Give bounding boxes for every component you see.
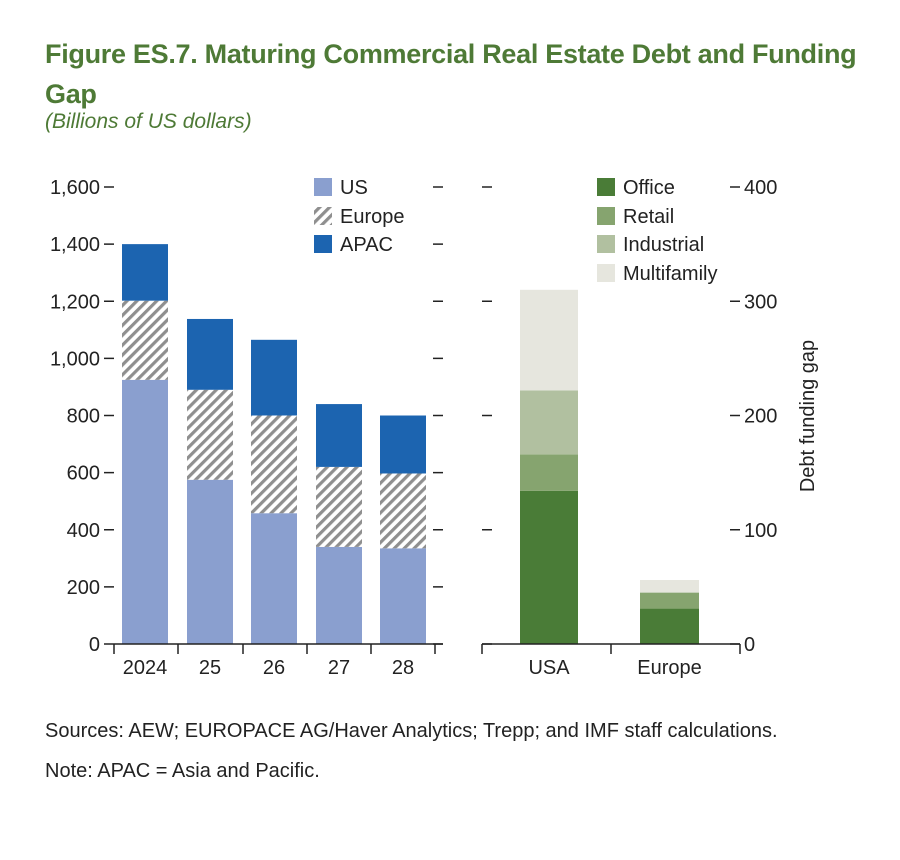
right-y-tick-label: 200: [744, 406, 777, 428]
left-x-tick-label: 28: [392, 657, 414, 679]
legend-label-multifamily: Multifamily: [623, 263, 717, 285]
legend-label-us: US: [340, 177, 368, 199]
bar-us-27: [316, 546, 362, 644]
bar-europe-25: [187, 389, 233, 480]
legend-swatch-europe: [314, 207, 332, 225]
bar-europe-2024: [122, 300, 168, 380]
legend-label-industrial: Industrial: [623, 234, 704, 256]
bar-us-26: [251, 513, 297, 644]
left-y-tick-label: 1,600: [50, 177, 100, 199]
bar-us-2024: [122, 379, 168, 644]
chart-subtitle: (Billions of US dollars): [45, 110, 252, 133]
sources-note: Sources: AEW; EUROPACE AG/Haver Analytic…: [45, 720, 778, 742]
bar-apac-27: [316, 404, 362, 467]
left-y-tick-label: 1,400: [50, 234, 100, 256]
bar-office-usa: [520, 490, 578, 644]
bar-apac-26: [251, 339, 297, 416]
chart-title: Figure ES.7. Maturing Commercial Real Es…: [45, 39, 857, 109]
left-y-tick-label: 400: [67, 520, 100, 542]
abbreviation-note: Note: APAC = Asia and Pacific.: [45, 760, 320, 782]
right-y-tick-label: 400: [744, 177, 777, 199]
bar-us-28: [380, 548, 426, 644]
bar-multifamily-europe: [640, 580, 699, 593]
left-x-tick-label: 25: [199, 657, 221, 679]
legend-label-europe: Europe: [340, 206, 405, 228]
left-y-tick-label: 200: [67, 577, 100, 599]
legend-label-office: Office: [623, 177, 675, 199]
left-x-tick-label: 26: [263, 657, 285, 679]
right-x-tick-label: Europe: [637, 657, 702, 679]
right-y-tick-label: 300: [744, 291, 777, 313]
left-y-tick-label: 0: [89, 634, 100, 656]
left-panel: 0 200 400 600 800 1,000 1,200 1,400 1,600 2024 25 2…: [50, 177, 443, 679]
bar-apac-25: [187, 318, 233, 390]
right-panel: 0 100 200 300 400 USA Europe Debt funding gap Of…: [481, 177, 819, 679]
bar-apac-2024: [122, 244, 168, 301]
legend-label-apac: APAC: [340, 234, 393, 256]
bar-europe-27: [316, 466, 362, 547]
right-x-tick-label: USA: [528, 657, 570, 679]
bar-europe-26: [251, 415, 297, 514]
left-x-tick-label: 27: [328, 657, 350, 679]
left-y-tick-label: 1,200: [50, 291, 100, 313]
right-y-tick-label: 100: [744, 520, 777, 542]
left-y-tick-label: 800: [67, 406, 100, 428]
right-y-axis-label: Debt funding gap: [797, 340, 819, 492]
bar-industrial-usa: [520, 390, 578, 455]
bar-retail-europe: [640, 592, 699, 609]
legend-swatch-retail: [597, 207, 615, 225]
legend-swatch-apac: [314, 235, 332, 253]
left-y-tick-label: 600: [67, 463, 100, 485]
bar-europe-28: [380, 473, 426, 549]
legend-swatch-us: [314, 178, 332, 196]
bar-apac-28: [380, 415, 426, 474]
legend-swatch-industrial: [597, 235, 615, 253]
bar-us-25: [187, 479, 233, 644]
left-y-tick-label: 1,000: [50, 348, 100, 370]
bar-multifamily-usa: [520, 289, 578, 391]
bar-retail-usa: [520, 454, 578, 491]
legend-swatch-multifamily: [597, 264, 615, 282]
left-x-tick-label: 2024: [123, 657, 168, 679]
right-y-tick-label: 0: [744, 634, 755, 656]
bar-office-europe: [640, 608, 699, 644]
legend-label-retail: Retail: [623, 206, 674, 228]
legend-swatch-office: [597, 178, 615, 196]
